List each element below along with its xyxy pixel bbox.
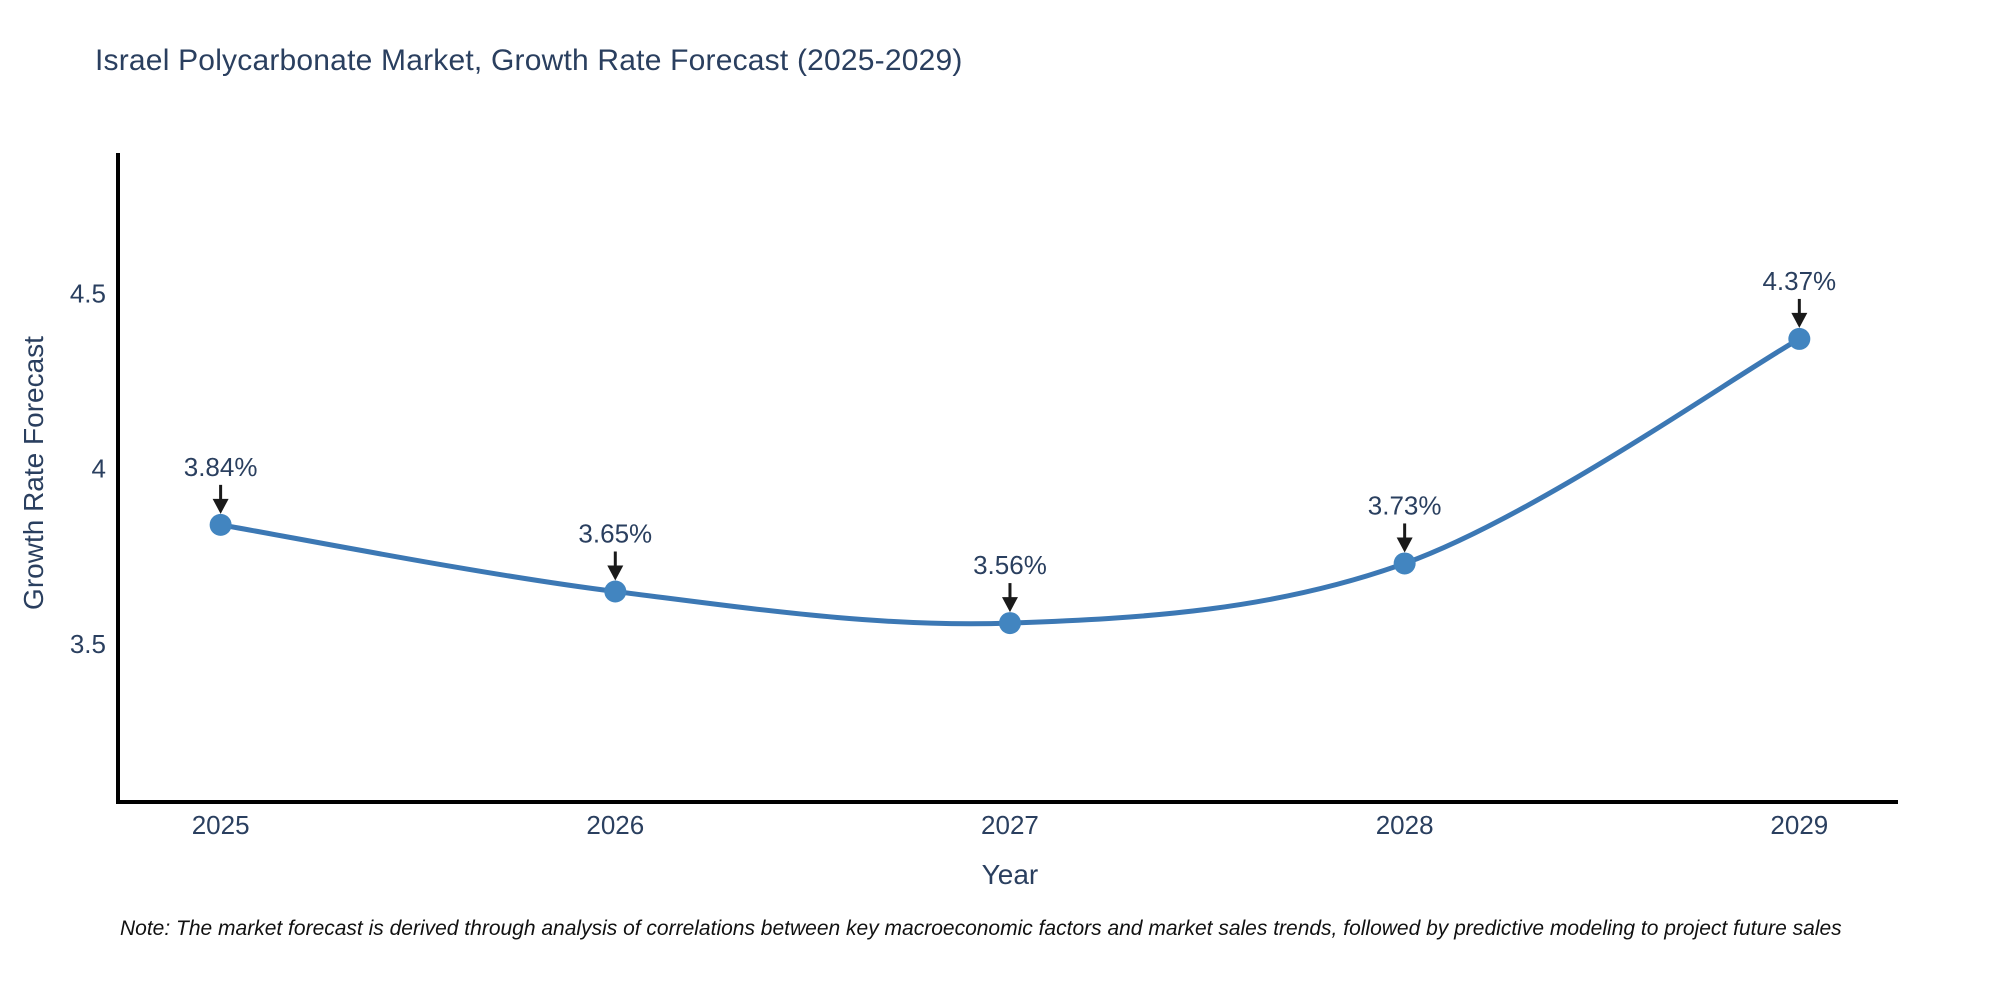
annotation-label: 3.56% <box>973 550 1047 580</box>
y-axis-title: Growth Rate Forecast <box>18 336 49 610</box>
data-point-2027[interactable] <box>998 612 1021 635</box>
annotation-arrowhead <box>1791 312 1808 328</box>
x-axis-title: Year <box>982 859 1039 890</box>
annotation-arrowhead <box>212 498 229 514</box>
x-tick-label: 2028 <box>1376 810 1434 840</box>
y-tick-label: 4 <box>92 454 106 484</box>
x-tick-label: 2025 <box>192 810 250 840</box>
annotation-label: 3.84% <box>184 452 258 482</box>
y-tick-label: 4.5 <box>70 278 106 308</box>
data-point-2025[interactable] <box>209 513 232 536</box>
annotation-label: 4.37% <box>1762 266 1836 296</box>
data-point-2028[interactable] <box>1393 552 1416 575</box>
y-tick-label: 3.5 <box>70 629 106 659</box>
footnote: Note: The market forecast is derived thr… <box>120 917 1842 940</box>
x-tick-label: 2029 <box>1770 810 1828 840</box>
x-tick-label: 2027 <box>981 810 1039 840</box>
x-tick-label: 2026 <box>586 810 644 840</box>
annotation-arrowhead <box>1396 537 1413 553</box>
forecast-spline-line <box>218 336 1802 627</box>
annotation-label: 3.65% <box>578 519 652 549</box>
annotation-arrowhead <box>607 565 624 581</box>
chart-title: Israel Polycarbonate Market, Growth Rate… <box>95 44 963 77</box>
annotation-label: 3.73% <box>1368 490 1442 520</box>
annotation-arrowhead <box>1001 597 1018 613</box>
data-point-2029[interactable] <box>1788 327 1811 350</box>
data-point-2026[interactable] <box>604 580 627 603</box>
